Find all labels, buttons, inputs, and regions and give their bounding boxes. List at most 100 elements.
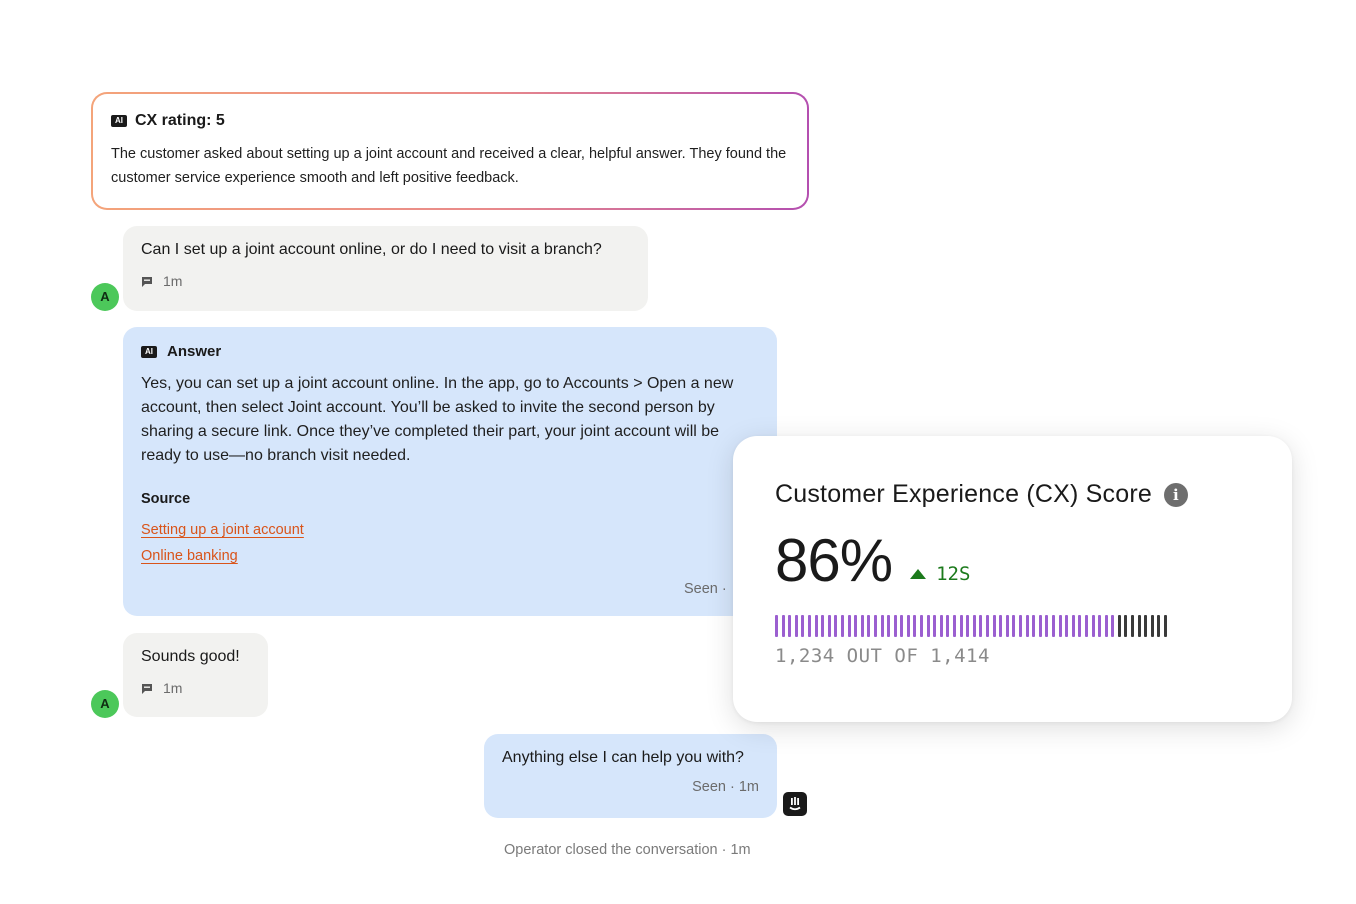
progress-tick-filled <box>933 615 937 637</box>
progress-tick-filled <box>854 615 858 637</box>
progress-tick-empty <box>1157 615 1161 637</box>
progress-tick-empty <box>1164 615 1168 637</box>
progress-tick-filled <box>972 615 976 637</box>
progress-tick-filled <box>992 615 996 637</box>
progress-tick-filled <box>1038 615 1042 637</box>
progress-tick-empty <box>1150 615 1154 637</box>
progress-tick-filled <box>1025 615 1029 637</box>
progress-tick-filled <box>906 615 910 637</box>
score-delta: 12S <box>910 563 970 585</box>
progress-tick-filled <box>966 615 970 637</box>
source-link-online-banking[interactable]: Online banking <box>141 548 238 564</box>
progress-tick-filled <box>959 615 963 637</box>
answer-body: Yes, you can set up a joint account onli… <box>141 375 734 464</box>
score-progress-bar <box>775 615 1250 637</box>
conversation-closed-note: Operator closed the conversation · 1m <box>504 842 751 858</box>
progress-tick-filled <box>1111 615 1115 637</box>
score-header: Customer Experience (CX) Score i <box>775 480 1250 509</box>
progress-tick-filled <box>1045 615 1049 637</box>
trend-up-icon <box>910 569 927 579</box>
chat-bubble-icon <box>141 682 153 694</box>
progress-tick-filled <box>1012 615 1016 637</box>
progress-tick-filled <box>887 615 891 637</box>
progress-tick-filled <box>788 615 792 637</box>
customer-avatar[interactable]: A <box>91 283 119 311</box>
progress-tick-filled <box>1058 615 1062 637</box>
progress-tick-filled <box>1078 615 1082 637</box>
answer-title: Answer <box>167 343 222 360</box>
ai-badge-icon: AI <box>141 345 157 358</box>
progress-tick-filled <box>847 615 851 637</box>
message-meta: 1m <box>141 273 630 289</box>
source-link-joint-account[interactable]: Setting up a joint account <box>141 522 304 538</box>
source-label: Source <box>141 491 191 507</box>
progress-tick-filled <box>814 615 818 637</box>
progress-tick-filled <box>807 615 811 637</box>
progress-tick-filled <box>834 615 838 637</box>
progress-tick-filled <box>801 615 805 637</box>
progress-tick-empty <box>1137 615 1141 637</box>
progress-tick-filled <box>827 615 831 637</box>
progress-tick-filled <box>900 615 904 637</box>
progress-tick-filled <box>953 615 957 637</box>
progress-tick-filled <box>1098 615 1102 637</box>
message-time: 1m <box>163 273 183 289</box>
progress-tick-filled <box>926 615 930 637</box>
progress-tick-filled <box>880 615 884 637</box>
operator-logo-icon <box>783 792 807 816</box>
message-text: Sounds good! <box>141 648 240 665</box>
progress-tick-filled <box>979 615 983 637</box>
progress-tick-filled <box>946 615 950 637</box>
score-row: 86% 12S <box>775 531 1250 591</box>
ai-badge-icon: AI <box>111 115 127 127</box>
progress-tick-filled <box>867 615 871 637</box>
progress-tick-filled <box>860 615 864 637</box>
cx-rating-card: AI CX rating: 5 The customer asked about… <box>91 92 809 210</box>
cx-rating-header: AI CX rating: 5 <box>111 112 789 130</box>
progress-tick-filled <box>986 615 989 637</box>
progress-tick-filled <box>1091 615 1095 637</box>
progress-tick-filled <box>999 615 1003 637</box>
progress-tick-filled <box>794 615 798 637</box>
message-meta: 1m <box>141 680 250 696</box>
chat-bubble-icon <box>141 275 153 287</box>
customer-message: Can I set up a joint account online, or … <box>123 226 648 311</box>
customer-avatar[interactable]: A <box>91 690 119 718</box>
ai-answer-bubble: AI Answer Yes, you can set up a joint ac… <box>123 327 777 616</box>
cx-rating-summary: The customer asked about setting up a jo… <box>111 146 787 186</box>
progress-tick-filled <box>920 615 924 637</box>
score-title: Customer Experience (CX) Score <box>775 480 1152 508</box>
progress-tick-filled <box>781 615 785 637</box>
progress-tick-empty <box>1124 615 1128 637</box>
cx-score-card: Customer Experience (CX) Score i 86% 12S… <box>733 436 1292 722</box>
info-icon[interactable]: i <box>1163 482 1188 507</box>
operator-seen-status: Seen · 1m <box>692 779 759 795</box>
progress-tick-filled <box>1084 615 1088 637</box>
progress-tick-filled <box>821 615 825 637</box>
message-text: Anything else I can help you with? <box>502 749 744 766</box>
progress-tick-filled <box>840 615 844 637</box>
progress-tick-empty <box>1131 615 1135 637</box>
progress-tick-filled <box>893 615 897 637</box>
message-text: Can I set up a joint account online, or … <box>141 241 602 258</box>
progress-tick-filled <box>913 615 917 637</box>
score-value: 86% <box>775 527 893 594</box>
cx-rating-title: CX rating: 5 <box>135 112 225 129</box>
progress-tick-filled <box>1104 615 1108 637</box>
answer-seen-status: Seen · <box>684 581 727 597</box>
progress-tick-filled <box>1032 615 1036 637</box>
progress-tick-filled <box>939 615 943 637</box>
progress-tick-filled <box>1018 615 1022 637</box>
operator-message: Anything else I can help you with? Seen … <box>484 734 777 818</box>
answer-header: AI Answer <box>141 343 759 360</box>
progress-tick-filled <box>873 615 877 637</box>
message-time: 1m <box>163 680 183 696</box>
score-delta-value: 12S <box>936 563 971 585</box>
progress-tick-empty <box>1144 615 1148 637</box>
progress-tick-filled <box>1071 615 1075 637</box>
progress-tick-filled <box>1051 615 1055 637</box>
score-subtitle: 1,234 OUT OF 1,414 <box>775 645 990 667</box>
progress-tick-filled <box>1005 615 1009 637</box>
customer-message: Sounds good! 1m <box>123 633 268 717</box>
progress-tick-filled <box>1065 615 1069 637</box>
